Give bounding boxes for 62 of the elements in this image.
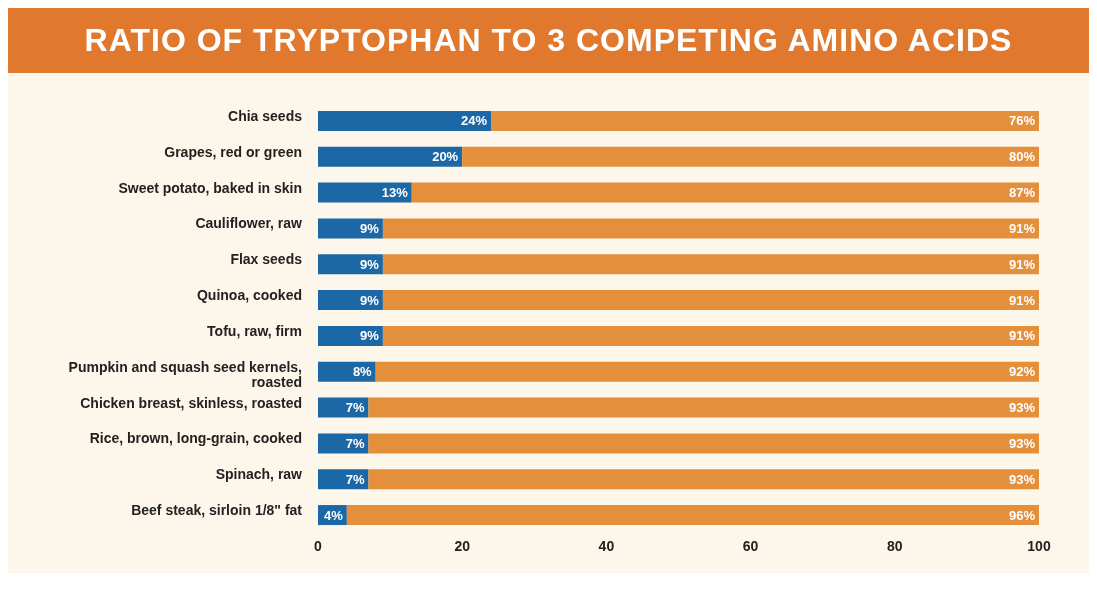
data-label: 4% xyxy=(324,507,344,523)
data-label: 24% xyxy=(461,113,488,129)
bar xyxy=(375,361,1039,382)
data-label: 93% xyxy=(1008,435,1036,451)
data-label: 91% xyxy=(1008,292,1036,308)
bar xyxy=(368,469,1039,490)
y-tick-label: Cauliflower, raw xyxy=(195,215,303,232)
bar xyxy=(368,433,1039,454)
data-label: 9% xyxy=(360,256,380,272)
x-tick-label: 40 xyxy=(598,537,615,554)
data-label: 20% xyxy=(432,149,459,165)
x-tick-label: 80 xyxy=(887,537,903,554)
data-label: 7% xyxy=(345,471,365,487)
data-label: 96% xyxy=(1008,507,1036,523)
data-label: 76% xyxy=(1008,113,1036,129)
bar xyxy=(346,505,1039,526)
x-tick-label: 0 xyxy=(314,537,323,554)
x-tick-label: 100 xyxy=(1027,537,1051,554)
y-tick-label: Rice, brown, long-grain, cooked xyxy=(89,430,302,447)
bar xyxy=(318,182,412,203)
data-label: 8% xyxy=(352,364,373,380)
data-label: 93% xyxy=(1008,471,1036,487)
x-tick-label: 60 xyxy=(742,537,759,554)
bar xyxy=(462,146,1039,167)
chart-title: RATIO OF TRYPTOPHAN TO 3 COMPETING AMINO ACIDS xyxy=(8,8,1089,73)
y-tick-label: Flax seeds xyxy=(230,251,303,268)
bar xyxy=(318,325,383,346)
bar xyxy=(318,146,463,167)
bar xyxy=(368,397,1039,418)
y-tick-label: Sweet potato, baked in skin xyxy=(118,179,302,196)
bar xyxy=(411,182,1039,203)
y-tick-label: Quinoa, cooked xyxy=(196,287,302,304)
y-tick-label: Pumpkin and squash seed kernels, roasted xyxy=(68,358,302,390)
y-tick-label: Beef steak, sirloin 1/8" fat xyxy=(131,502,303,519)
data-label: 91% xyxy=(1008,328,1036,344)
data-label: 7% xyxy=(345,400,365,416)
y-tick-label: Chia seeds xyxy=(228,107,303,124)
data-label: 93% xyxy=(1008,400,1036,416)
data-label: 9% xyxy=(360,328,380,344)
data-label: 7% xyxy=(345,435,365,451)
y-tick-label: Chicken breast, skinless, roasted xyxy=(80,394,302,411)
data-label: 9% xyxy=(360,292,380,308)
bar xyxy=(318,290,383,311)
data-label: 87% xyxy=(1008,185,1036,201)
data-label: 91% xyxy=(1008,220,1036,236)
y-tick-label: Tofu, raw, firm xyxy=(207,322,302,339)
data-label: 13% xyxy=(381,185,409,201)
bar xyxy=(382,254,1039,275)
bar xyxy=(491,110,1039,131)
y-tick-label: Spinach, raw xyxy=(215,466,303,483)
bar xyxy=(318,110,492,131)
bar xyxy=(382,218,1039,239)
x-tick-label: 20 xyxy=(454,537,471,554)
y-tick-label: Grapes, red or green xyxy=(164,143,302,160)
data-label: 80% xyxy=(1008,149,1036,165)
bar xyxy=(382,290,1039,311)
bar xyxy=(318,218,383,239)
data-label: 91% xyxy=(1008,256,1036,272)
data-label: 92% xyxy=(1008,364,1036,380)
data-label: 9% xyxy=(360,220,380,236)
bar xyxy=(318,254,383,275)
bar xyxy=(382,325,1039,346)
